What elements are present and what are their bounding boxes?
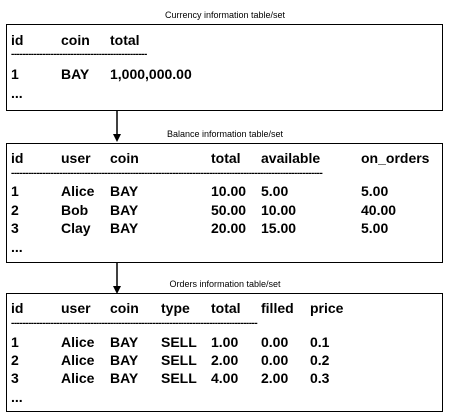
orders-header-id: id — [11, 300, 24, 316]
orders-header-user: user — [61, 300, 91, 316]
currency-header-id: id — [11, 32, 24, 48]
balance-row-3-available: 15.00 — [261, 220, 297, 236]
orders-row-1-filled: 0.00 — [261, 334, 289, 350]
balance-row-1-total: 10.00 — [211, 183, 247, 199]
orders-row-3-coin: BAY — [110, 370, 139, 386]
arrow-down-icon — [113, 263, 121, 294]
orders-header-filled: filled — [261, 300, 294, 316]
balance-row-2-on-orders: 40.00 — [361, 202, 397, 218]
orders-row-2-id: 2 — [11, 352, 19, 368]
balance-row-3-total: 20.00 — [211, 220, 247, 236]
orders-ellipsis: ... — [11, 389, 23, 405]
balance-row-3-user: Clay — [61, 220, 91, 236]
orders-row-2-total: 2.00 — [211, 352, 239, 368]
balance-header-id: id — [11, 150, 24, 166]
balance-row-2-available: 10.00 — [261, 202, 297, 218]
orders-row-3-type: SELL — [161, 370, 197, 386]
balance-row-1-user: Alice — [61, 183, 95, 199]
balance-row-2-total: 50.00 — [211, 202, 247, 218]
balance-ellipsis: ... — [11, 239, 23, 255]
balance-row-1-coin: BAY — [110, 183, 139, 199]
currency-header-total: total — [110, 32, 140, 48]
balance-header-total: total — [211, 150, 241, 166]
orders-row-1-total: 1.00 — [211, 334, 239, 350]
balance-row-3-on-orders: 5.00 — [361, 220, 389, 236]
currency-table-caption: Currency information table/set — [164, 10, 286, 20]
balance-row-3-id: 3 — [11, 220, 19, 236]
balance-header-user: user — [61, 150, 91, 166]
orders-header-type: type — [161, 300, 190, 316]
balance-row-2-id: 2 — [11, 202, 19, 218]
orders-divider: ----------------------------------------… — [11, 319, 258, 329]
orders-row-1-id: 1 — [11, 334, 19, 350]
orders-row-2-user: Alice — [61, 352, 95, 368]
currency-row-1-coin: BAY — [61, 66, 90, 82]
balance-row-2-coin: BAY — [110, 202, 139, 218]
balance-row-2-user: Bob — [61, 202, 89, 218]
balance-header-available: available — [261, 150, 321, 166]
orders-row-3-id: 3 — [11, 370, 19, 386]
orders-row-1-user: Alice — [61, 334, 95, 350]
orders-row-3-price: 0.3 — [310, 370, 330, 386]
balance-row-3-coin: BAY — [110, 220, 139, 236]
orders-header-coin: coin — [110, 300, 139, 316]
balance-header-on-orders: on_orders — [361, 150, 430, 166]
balance-row-1-available: 5.00 — [261, 183, 289, 199]
balance-divider: ----------------------------------------… — [11, 169, 323, 179]
orders-row-3-user: Alice — [61, 370, 95, 386]
orders-table-box: id user coin type total filled price ---… — [6, 293, 443, 412]
orders-row-1-type: SELL — [161, 334, 197, 350]
balance-table-caption: Balance information table/set — [166, 129, 284, 139]
orders-row-3-filled: 2.00 — [261, 370, 289, 386]
orders-header-total: total — [211, 300, 241, 316]
currency-ellipsis: ... — [11, 85, 23, 101]
orders-table-caption: Orders information table/set — [169, 279, 281, 289]
orders-row-1-price: 0.1 — [310, 334, 330, 350]
currency-divider: ----------------------------------------… — [11, 50, 147, 60]
orders-row-1-coin: BAY — [110, 334, 139, 350]
currency-row-1-total: 1,000,000.00 — [110, 66, 192, 82]
balance-header-coin: coin — [110, 150, 139, 166]
orders-row-2-coin: BAY — [110, 352, 139, 368]
balance-table-box: id user coin total available on_orders -… — [6, 143, 443, 263]
orders-row-2-price: 0.2 — [310, 352, 330, 368]
arrow-down-icon — [113, 111, 121, 142]
orders-row-3-total: 4.00 — [211, 370, 239, 386]
orders-header-price: price — [310, 300, 344, 316]
orders-row-2-type: SELL — [161, 352, 197, 368]
balance-row-1-id: 1 — [11, 183, 19, 199]
currency-table-box: id coin total --------------------------… — [6, 24, 443, 111]
currency-header-coin: coin — [61, 32, 90, 48]
balance-row-1-on-orders: 5.00 — [361, 183, 389, 199]
orders-row-2-filled: 0.00 — [261, 352, 289, 368]
currency-row-1-id: 1 — [11, 66, 19, 82]
